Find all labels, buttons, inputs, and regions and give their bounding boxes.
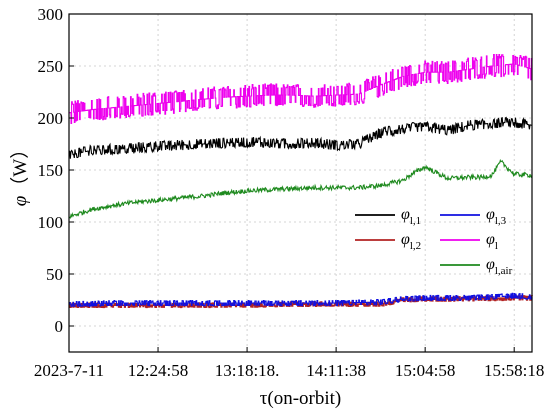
y-axis-title: φ（W） (9, 140, 31, 206)
x-axis: 2023-7-11 12:24:58 13:18:18. 14:11:38 15:04:… (34, 347, 544, 380)
y-axis: 0 50 100 150 200 250 300 (38, 5, 74, 336)
legend-label-sub: l,2 (410, 240, 421, 252)
x-tick-label: 2023-7-11 (34, 361, 104, 380)
x-tick-label: 13:18:18. (215, 361, 280, 380)
legend-label-main: φ (486, 256, 495, 273)
legend-label: φl,1 (401, 206, 421, 227)
legend-label-sub: l (495, 240, 498, 252)
series-line-lair (68, 158, 533, 219)
y-tick-label: 250 (38, 57, 64, 76)
legend-label-sub: l,1 (410, 215, 421, 227)
y-tick-label: 0 (55, 317, 64, 336)
legend-label: φl (486, 231, 498, 252)
series-layer (68, 53, 533, 309)
legend-label: φl,2 (401, 231, 421, 252)
legend-label-main: φ (401, 206, 410, 223)
legend-label-main: φ (401, 231, 410, 248)
y-tick-label: 200 (38, 109, 64, 128)
y-axis-unit: （W） (9, 140, 31, 196)
y-tick-label: 50 (46, 265, 63, 284)
plot-frame (68, 13, 533, 353)
y-tick-label: 100 (38, 213, 64, 232)
series-line-l1 (68, 116, 533, 159)
legend-label-main: φ (486, 231, 495, 248)
legend-label: φl,3 (486, 206, 507, 227)
y-axis-symbol: φ (10, 196, 31, 207)
y-tick-label: 300 (38, 5, 64, 24)
legend-label: φl,air (486, 256, 513, 277)
x-tick-label: 15:58:18 (484, 361, 544, 380)
legend-label-sub: l,air (495, 265, 513, 277)
legend-label-sub: l,3 (495, 215, 507, 227)
x-axis-title: τ(on-orbit) (260, 388, 342, 409)
series-line-l (69, 53, 533, 124)
legend-label-main: φ (486, 206, 495, 223)
x-tick-label: 15:04:58 (395, 361, 455, 380)
x-tick-label: 12:24:58 (128, 361, 188, 380)
y-tick-label: 150 (38, 161, 64, 180)
x-tick-label: 14:11:38 (306, 361, 366, 380)
series-line-l3 (69, 292, 533, 307)
